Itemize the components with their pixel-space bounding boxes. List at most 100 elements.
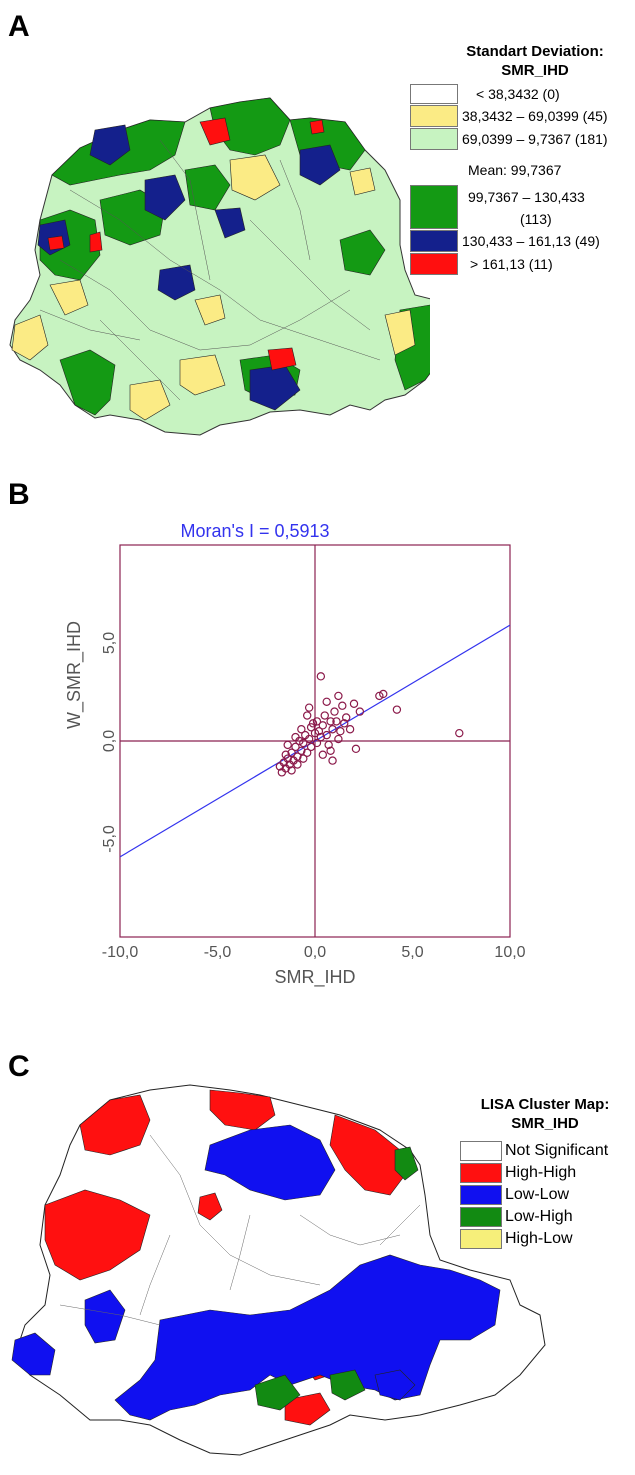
map-patch <box>179 354 226 396</box>
legend-c-label: High-Low <box>505 1230 573 1247</box>
cluster-region <box>204 1124 336 1201</box>
scatter-point <box>277 768 287 777</box>
scatter-point <box>304 703 314 712</box>
scatter-point <box>314 726 324 736</box>
scatter-point <box>297 725 306 734</box>
map-patch <box>157 264 196 301</box>
map-patch <box>299 144 341 186</box>
map-patch <box>349 167 376 196</box>
map-patch <box>214 207 246 239</box>
cluster-region <box>394 1146 419 1181</box>
scatter-point <box>275 762 285 771</box>
scatter-point <box>299 738 308 748</box>
legend-a-mean: Mean: 99,7367 <box>468 162 562 178</box>
map-patch <box>384 309 416 356</box>
lisa-cluster-map <box>11 1084 546 1456</box>
scatter-point <box>349 699 359 708</box>
map-patch <box>309 119 325 135</box>
cluster-region <box>254 1374 301 1411</box>
map-patch <box>144 174 186 221</box>
cluster-region <box>329 1369 366 1401</box>
legend-a-label: 38,3432 – 69,0399 (45) <box>462 108 608 124</box>
y-axis-label: W_SMR_IHD <box>64 621 85 729</box>
scatter-point <box>336 726 345 736</box>
legend-c-title-line2: SMR_IHD <box>511 1115 579 1132</box>
legend-a-swatch-yellow <box>410 105 458 127</box>
scatter-point <box>455 728 464 738</box>
legend-a-label: < 38,3432 (0) <box>476 86 560 102</box>
scatter-point <box>322 697 331 706</box>
boundary-lines <box>39 139 381 401</box>
legend-a-swatch-lightgreen <box>410 128 458 150</box>
chart-title: Moran's I = 0,5913 <box>180 521 329 541</box>
map-patch <box>47 235 65 251</box>
map-patch <box>89 231 103 253</box>
legend-a-title-line2: SMR_IHD <box>501 62 569 79</box>
scatter-point <box>302 711 312 720</box>
cluster-region <box>209 1089 276 1131</box>
scatter-point <box>328 756 337 765</box>
legend-c-swatch-high-low <box>460 1229 502 1249</box>
legend-a-label: 130,433 – 161,13 (49) <box>462 233 600 249</box>
legend-a-swatch-green <box>410 185 458 229</box>
scatter-point <box>306 723 316 732</box>
scatter-point <box>340 719 349 728</box>
regression-line <box>119 624 511 858</box>
legend-a-label: 69,0399 – 9,7367 (181) <box>462 131 608 147</box>
scatter-point <box>392 705 402 714</box>
scatter-point <box>316 672 326 681</box>
cluster-region <box>84 1289 126 1344</box>
legend-c-label: Not Significant <box>505 1142 609 1159</box>
scatter-point <box>355 707 365 716</box>
legend-a-swatch-white <box>410 84 458 104</box>
panel-b-letter: B <box>8 478 30 511</box>
scatter-point <box>312 717 322 726</box>
x-tick-label: 10,0 <box>494 944 525 961</box>
map-patch <box>267 347 297 371</box>
legend-a-label: 99,7367 – 130,433 <box>468 189 585 205</box>
scatter-point <box>302 748 312 757</box>
x-tick-label: 5,0 <box>401 944 423 961</box>
cluster-region <box>329 1114 406 1196</box>
scatter-point <box>301 730 310 740</box>
scatter-point <box>338 701 347 710</box>
scatter-point <box>291 742 300 752</box>
scatter-point <box>330 707 339 716</box>
legend-c-label: High-High <box>505 1164 577 1181</box>
moran-scatterplot: Moran's I = 0,5913 -10,0 -5,0 0,0 5,0 10,0 -… <box>64 521 526 988</box>
legend-a-swatch-red <box>410 253 458 275</box>
x-axis-label: SMR_IHD <box>274 967 355 988</box>
scatter-point <box>308 719 318 728</box>
legend-a-title-line1: Standart Deviation: <box>466 43 604 60</box>
scatter-point <box>326 746 335 755</box>
scatter-point <box>316 732 326 742</box>
y-tick-label: -5,0 <box>101 825 118 853</box>
scatter-point <box>293 760 302 769</box>
scatter-point <box>287 766 296 775</box>
legend-a-swatch-blue <box>410 230 458 252</box>
legend-c-label: Low-High <box>505 1208 573 1225</box>
y-tick-label: 5,0 <box>101 632 118 654</box>
scatter-point <box>297 746 306 755</box>
legend-c-swatch-not-significant <box>460 1141 502 1161</box>
map-patch <box>59 349 116 416</box>
map-patch <box>194 294 226 326</box>
map-patch <box>129 379 171 421</box>
scatter-point <box>332 717 341 726</box>
scatter-point <box>318 721 327 730</box>
x-tick-label: -10,0 <box>102 944 139 961</box>
map-patch <box>89 124 131 166</box>
y-tick-label: 0,0 <box>101 730 118 752</box>
cluster-region <box>374 1369 416 1401</box>
scatter-point <box>351 744 361 754</box>
legend-a-label: > 161,13 (11) <box>470 256 553 272</box>
scatter-point <box>328 725 337 734</box>
scatter-point <box>291 732 300 742</box>
panel-a-letter: A <box>8 10 30 43</box>
legend-c-swatch-low-high <box>460 1207 502 1227</box>
cluster-region <box>11 1332 56 1376</box>
legend-c-swatch-high-high <box>460 1163 502 1183</box>
map-patch <box>184 164 231 211</box>
scatter-point <box>334 734 343 744</box>
cluster-region <box>284 1392 331 1426</box>
